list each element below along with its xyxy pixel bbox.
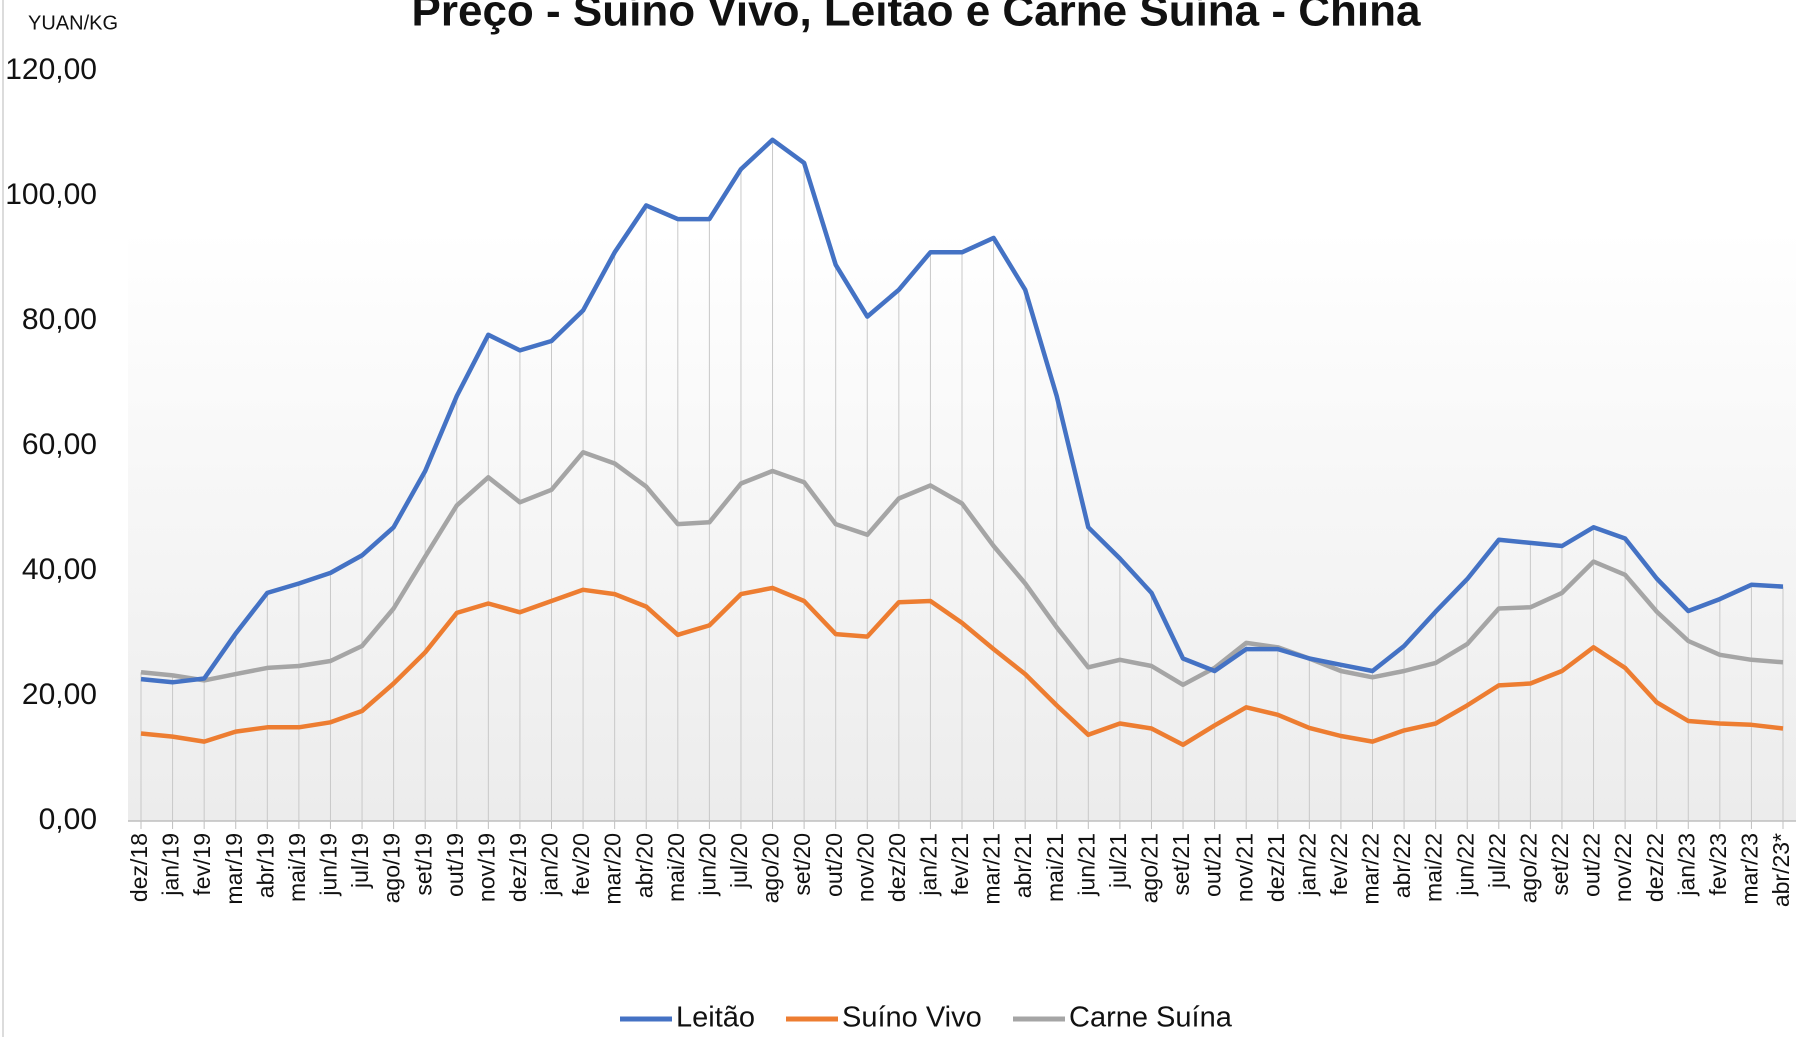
x-tick-label: jan/23 xyxy=(1673,833,1699,897)
x-tick-label: out/21 xyxy=(1200,833,1226,897)
x-tick-label: mar/19 xyxy=(221,833,247,905)
x-tick-label: ago/19 xyxy=(379,833,405,903)
x-tick-label: fev/19 xyxy=(189,833,215,896)
x-tick-label: jan/19 xyxy=(158,833,184,897)
x-tick-label: mai/20 xyxy=(663,833,689,902)
line-series xyxy=(140,137,1784,685)
x-tick-label: jan/20 xyxy=(537,833,563,897)
x-tick-label: fev/22 xyxy=(1326,833,1352,896)
x-tick-label: nov/19 xyxy=(473,833,499,902)
y-tick-label: 0,00 xyxy=(39,803,97,836)
x-tick-label: fev/21 xyxy=(947,833,973,896)
x-tick-label: dez/22 xyxy=(1642,833,1668,902)
x-tick-label: nov/20 xyxy=(852,833,878,902)
x-tick-label: ago/21 xyxy=(1137,833,1163,903)
x-tick-label: fev/23 xyxy=(1705,833,1731,896)
y-tick-label: 20,00 xyxy=(22,678,97,711)
x-tick-label: set/21 xyxy=(1168,833,1194,896)
y-tick-label: 120,00 xyxy=(5,53,97,86)
x-tick-label: ago/22 xyxy=(1515,833,1541,903)
x-tick-label: dez/18 xyxy=(126,833,152,902)
x-tick-label: jun/22 xyxy=(1452,833,1478,897)
y-tick-label: 60,00 xyxy=(22,428,97,461)
x-tick-label: abr/21 xyxy=(1010,833,1036,898)
legend-label: Carne Suína xyxy=(1069,1002,1233,1034)
x-tick-label: set/20 xyxy=(789,833,815,896)
x-tick-label: jan/22 xyxy=(1294,833,1320,897)
x-tick-label: nov/22 xyxy=(1610,833,1636,902)
x-tick-label: mar/21 xyxy=(979,833,1005,905)
x-tick-label: jul/19 xyxy=(347,833,373,889)
x-tick-label: set/19 xyxy=(410,833,436,896)
x-tick-label: dez/20 xyxy=(884,833,910,902)
line-series xyxy=(140,450,1784,688)
line-series xyxy=(140,585,1784,748)
x-tick-label: out/19 xyxy=(442,833,468,897)
x-tick-label: mai/21 xyxy=(1042,833,1068,902)
x-tick-label: jul/21 xyxy=(1105,833,1131,889)
x-tick-label: jun/19 xyxy=(316,833,342,897)
x-tick-label: jun/21 xyxy=(1073,833,1099,897)
x-tick-label: abr/20 xyxy=(631,833,657,898)
x-tick-label: mar/20 xyxy=(600,833,626,905)
x-tick-label: abr/19 xyxy=(252,833,278,898)
x-tick-label: jun/20 xyxy=(694,833,720,897)
x-tick-label: jul/20 xyxy=(726,833,752,889)
x-tick-label: mar/22 xyxy=(1358,833,1384,905)
legend-label: Suíno Vivo xyxy=(842,1002,982,1034)
x-tick-label: abr/23* xyxy=(1768,833,1794,907)
x-tick-label: mar/23 xyxy=(1737,833,1763,905)
legend-label: Leitão xyxy=(676,1002,755,1034)
x-tick-label: nov/21 xyxy=(1231,833,1257,902)
x-tick-label: fev/20 xyxy=(568,833,594,896)
y-tick-label: 80,00 xyxy=(22,303,97,336)
x-tick-label: out/20 xyxy=(821,833,847,897)
y-axis-label: YUAN/KG xyxy=(28,12,118,34)
x-tick-label: ago/20 xyxy=(758,833,784,903)
x-tick-label: abr/22 xyxy=(1389,833,1415,898)
y-tick-label: 40,00 xyxy=(22,553,97,586)
x-tick-label: mai/19 xyxy=(284,833,310,902)
x-tick-label: dez/21 xyxy=(1263,833,1289,902)
x-tick-label: jul/22 xyxy=(1484,833,1510,889)
x-tick-label: out/22 xyxy=(1579,833,1605,897)
x-tick-label: mai/22 xyxy=(1421,833,1447,902)
chart-title: Preço - Suíno Vivo, Leitão e Carne Suína… xyxy=(412,0,1421,36)
x-tick-label: dez/19 xyxy=(505,833,531,902)
y-tick-label: 100,00 xyxy=(5,178,97,211)
x-tick-label: jan/21 xyxy=(916,833,942,897)
x-tick-label: set/22 xyxy=(1547,833,1573,896)
